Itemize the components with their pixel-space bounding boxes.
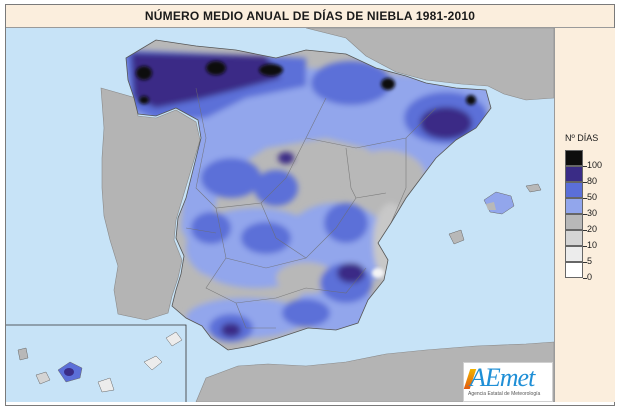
legend-label: 50 <box>587 192 598 202</box>
legend-swatch <box>565 214 583 230</box>
legend-swatch <box>565 166 583 182</box>
spain-outline <box>125 39 492 351</box>
legend-label: 100 <box>587 160 603 170</box>
aemet-logo: AEmet Agencia Estatal de Meteorología <box>463 362 553 402</box>
map-title: NÚMERO MEDIO ANUAL DE DÍAS DE NIEBLA 198… <box>144 9 476 23</box>
legend-label: 0 <box>587 272 593 282</box>
legend-label: 10 <box>587 240 598 250</box>
legend-swatch <box>565 182 583 198</box>
legend-swatch <box>565 230 583 246</box>
legend-title: Nº DÍAS <box>565 133 599 143</box>
balearic-islands <box>448 183 542 245</box>
legend-tick <box>583 182 587 183</box>
legend-swatch <box>565 198 583 214</box>
logo-subtitle: Agencia Estatal de Meteorología <box>468 391 541 397</box>
legend-swatch <box>565 150 583 166</box>
legend-label: 5 <box>587 256 593 266</box>
legend-tick <box>583 246 587 247</box>
logo-name: AEmet <box>470 363 535 392</box>
legend-tick <box>583 278 587 279</box>
legend-tick <box>583 230 587 231</box>
legend-tick <box>583 198 587 199</box>
legend-label: 30 <box>587 208 598 218</box>
legend-panel: Nº DÍAS 100 80 50 30 20 10 5 0 <box>554 28 615 402</box>
legend-tick <box>583 262 587 263</box>
legend-swatch <box>565 262 583 278</box>
canary-islands-inset <box>6 324 187 402</box>
fog-map <box>6 28 554 402</box>
portugal-land <box>100 87 201 321</box>
france-land <box>305 28 554 101</box>
map-area: AEmet Agencia Estatal de Meteorología <box>6 28 554 402</box>
legend-swatch <box>565 246 583 262</box>
title-bar: NÚMERO MEDIO ANUAL DE DÍAS DE NIEBLA 198… <box>6 5 614 28</box>
legend-label: 80 <box>587 176 598 186</box>
legend-tick <box>583 166 587 167</box>
legend-label: 20 <box>587 224 598 234</box>
legend-tick <box>583 214 587 215</box>
